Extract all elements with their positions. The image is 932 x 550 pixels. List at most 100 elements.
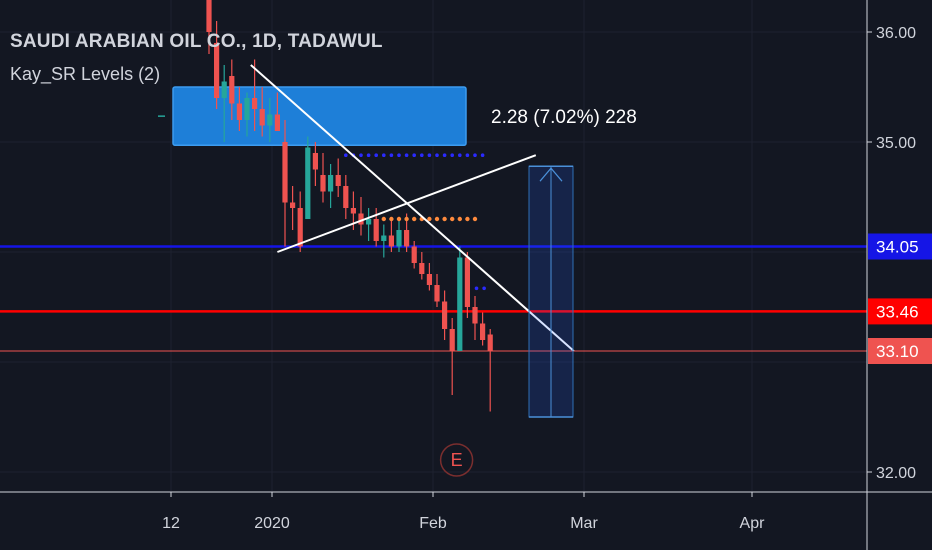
candle bbox=[480, 312, 486, 346]
candle bbox=[366, 208, 372, 241]
candles bbox=[206, 0, 493, 412]
sr-dot-blue bbox=[404, 153, 409, 157]
candle-body bbox=[457, 257, 463, 351]
sr-dot-blue bbox=[442, 153, 447, 157]
price-tag-bg bbox=[868, 338, 932, 364]
candle bbox=[343, 175, 349, 219]
candle-body bbox=[472, 307, 478, 324]
symbol-title[interactable]: SAUDI ARABIAN OIL CO., 1D, TADAWUL bbox=[10, 31, 383, 52]
candle-body bbox=[358, 213, 364, 225]
candle-body bbox=[366, 219, 372, 225]
chart-legend[interactable]: SAUDI ARABIAN OIL CO., 1D, TADAWUL Kay_S… bbox=[10, 26, 383, 90]
candle bbox=[457, 246, 463, 351]
candle-body bbox=[267, 114, 273, 126]
candle-body bbox=[282, 142, 288, 203]
candle-body bbox=[343, 186, 349, 208]
candle-body bbox=[411, 246, 417, 263]
candle bbox=[328, 164, 334, 208]
price-tag-bg bbox=[868, 298, 932, 325]
earnings-marker-label: E bbox=[451, 450, 463, 470]
x-tick-label: Feb bbox=[419, 515, 447, 532]
candle-body bbox=[426, 274, 432, 285]
candle bbox=[214, 21, 220, 109]
candle-body bbox=[464, 257, 470, 307]
sr-dot-blue bbox=[474, 286, 479, 291]
horizontal-levels bbox=[0, 245, 867, 352]
sr-dot-orange bbox=[381, 216, 386, 222]
earnings-marker-layer[interactable]: E bbox=[439, 443, 474, 477]
candle bbox=[244, 92, 250, 137]
candle-body bbox=[252, 98, 258, 109]
candle bbox=[312, 142, 318, 186]
sr-dot-blue bbox=[374, 153, 379, 157]
candle bbox=[282, 120, 288, 247]
candle-body bbox=[214, 43, 220, 98]
sr-dot-orange bbox=[434, 216, 440, 222]
sr-dot-blue bbox=[473, 153, 477, 157]
sr-dot-blue bbox=[420, 153, 424, 157]
sr-dot-orange bbox=[457, 216, 462, 222]
candle bbox=[267, 98, 273, 142]
sr-dot-blue bbox=[465, 153, 470, 157]
candle-body bbox=[381, 235, 387, 241]
sr-dot-orange bbox=[442, 216, 447, 222]
resistance-zone-layer[interactable] bbox=[158, 86, 467, 147]
x-tick-label: 2020 bbox=[254, 515, 290, 532]
price-tag: 34.05 bbox=[868, 233, 932, 260]
sr-dot-blue bbox=[458, 153, 462, 157]
candle-body bbox=[335, 175, 341, 186]
earnings-marker[interactable] bbox=[439, 443, 474, 477]
candle-body bbox=[487, 334, 493, 351]
sr-dot-orange bbox=[389, 216, 394, 222]
candle-body bbox=[442, 301, 448, 329]
candle bbox=[464, 252, 470, 318]
sr-dot-blue bbox=[435, 153, 439, 157]
measure-tool[interactable] bbox=[528, 165, 574, 418]
candle bbox=[236, 87, 242, 131]
sr-dot-blue bbox=[366, 153, 371, 157]
price-tag-label: 34.05 bbox=[876, 238, 919, 257]
trendlines[interactable] bbox=[250, 64, 575, 352]
sr-dot-blue bbox=[344, 153, 348, 157]
price-tag-label: 33.10 bbox=[876, 342, 919, 361]
y-tick-label: 36.00 bbox=[876, 25, 916, 42]
price-tag-bg bbox=[868, 233, 932, 260]
candle-body bbox=[419, 263, 425, 274]
candle bbox=[472, 296, 478, 340]
candle bbox=[274, 92, 280, 131]
sr-dot-orange bbox=[472, 216, 478, 222]
candle bbox=[411, 241, 417, 269]
sr-dot-blue bbox=[397, 153, 401, 157]
candle bbox=[335, 158, 341, 197]
candle bbox=[290, 186, 296, 230]
candle bbox=[358, 197, 364, 236]
ascending-trendline[interactable] bbox=[277, 154, 537, 253]
candle-body bbox=[236, 103, 242, 120]
candle bbox=[449, 318, 455, 395]
sr-dot-blue bbox=[450, 153, 455, 157]
price-axis-panel bbox=[867, 0, 932, 550]
x-tick-label: Mar bbox=[570, 515, 598, 532]
candle-body bbox=[480, 323, 486, 340]
candle bbox=[442, 290, 448, 340]
descending-trendline[interactable] bbox=[250, 64, 575, 352]
sr-dot-orange bbox=[404, 216, 409, 222]
price-tag-label: 33.46 bbox=[876, 302, 919, 321]
sr-dot-orange bbox=[412, 216, 417, 222]
candle-body bbox=[449, 329, 455, 351]
candle bbox=[320, 153, 326, 203]
indicator-title[interactable]: Kay_SR Levels (2) bbox=[10, 64, 161, 84]
candle-body bbox=[206, 0, 212, 32]
price-tag: 33.46 bbox=[868, 298, 932, 325]
candle-body bbox=[404, 230, 410, 247]
candle-body bbox=[396, 230, 402, 247]
sr-dot-orange bbox=[427, 216, 432, 222]
candle bbox=[426, 263, 432, 291]
candle-body bbox=[320, 175, 326, 192]
candle bbox=[229, 59, 235, 120]
sr-dot-blue bbox=[359, 153, 363, 157]
candle-body bbox=[388, 235, 394, 247]
candle bbox=[297, 191, 303, 252]
